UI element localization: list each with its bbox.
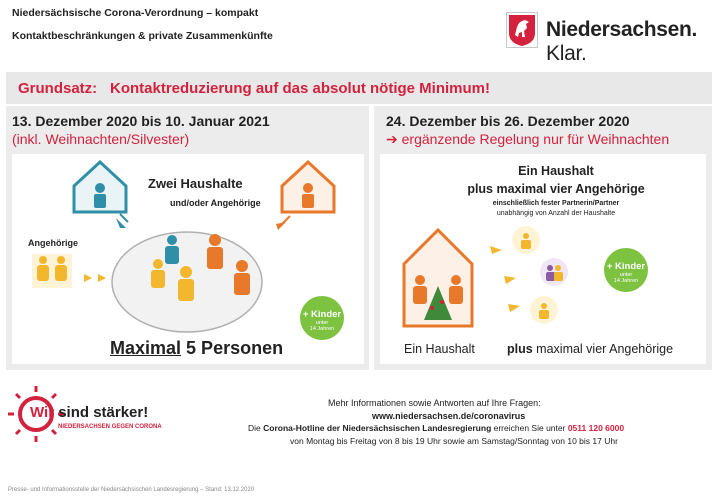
logo-wordmark: Niedersachsen. Klar. xyxy=(546,18,718,66)
hotline-phone[interactable]: 0511 120 6000 xyxy=(567,423,625,433)
max-persons-label: Maximal 5 Personen xyxy=(110,338,283,359)
slogan-rest: sind stärker! xyxy=(54,404,149,421)
orange-house-icon xyxy=(280,159,336,214)
right-subtitle: ➔ ergänzende Regelung nur für Weihnachte… xyxy=(386,131,670,147)
left-title: 13. Dezember 2020 bis 10. Januar 2021 xyxy=(12,113,270,129)
info-intro: Mehr Informationen sowie Antworten auf I… xyxy=(328,398,541,408)
max-rest: 5 Personen xyxy=(181,338,284,358)
relatives-label: Angehörige xyxy=(28,238,79,248)
hotline-pre: Die xyxy=(248,423,264,433)
one-household-title: Ein Haushalt xyxy=(518,164,594,178)
campaign-subline: NIEDERSACHSEN GEGEN CORONA xyxy=(58,424,162,430)
plus-four-title: plus maximal vier Angehörige xyxy=(467,182,645,196)
info-url-link[interactable]: www.niedersachsen.de/coronavirus xyxy=(372,411,526,421)
relatives-icon xyxy=(32,254,106,288)
campaign-slogan: Wir sind stärker! xyxy=(30,404,148,421)
plus-bold: plus xyxy=(507,342,533,356)
relative-circles-icon xyxy=(490,226,568,324)
kids-plus: + Kinder xyxy=(606,261,646,272)
hotline-text: Die Corona-Hotline der Niedersächsischen… xyxy=(248,423,624,433)
kids-unter: unter xyxy=(315,320,329,326)
kids-plus: + Kinder xyxy=(302,309,342,320)
kids-jahre: 14 Jahren xyxy=(309,326,335,332)
plus-max-caption: plus maximal vier Angehörige xyxy=(507,342,673,356)
right-title: 24. Dezember bis 26. Dezember 2020 xyxy=(386,113,630,129)
including-partner-note: einschließlich fester Partnerin/Partner xyxy=(492,200,620,207)
max-underlined: Maximal xyxy=(110,338,182,358)
two-households-label: Zwei Haushalte xyxy=(148,176,243,191)
hotline-hours: von Montag bis Freitag von 8 bis 19 Uhr … xyxy=(290,436,618,446)
left-illustration xyxy=(32,159,336,333)
press-credit: Presse- und Informationsstelle der Niede… xyxy=(8,487,255,493)
hotline-mid: erreichen Sie unter xyxy=(491,423,568,433)
people-icons xyxy=(151,234,250,301)
kids-badge-right: + Kinder unter 14 Jahren xyxy=(604,248,648,292)
logo-sub: Klar. xyxy=(546,42,587,65)
hotline-name: Corona-Hotline der Niedersächsischen Lan… xyxy=(263,423,492,433)
house-with-tree-icon xyxy=(402,227,474,328)
grundsatz-text: Kontaktreduzierung auf das absolut nötig… xyxy=(110,80,491,97)
and-or-relatives-label: und/oder Angehörige xyxy=(170,198,261,208)
logo-main: Niedersachsen. xyxy=(546,18,698,41)
left-subtitle: (inkl. Weihnachten/Silvester) xyxy=(12,131,190,147)
kids-badge-left: + Kinder unter 14 Jahren xyxy=(300,296,344,340)
header-title: Niedersächsische Corona-Verordnung – kom… xyxy=(12,7,259,19)
virus-logo-icon xyxy=(8,386,64,442)
kids-unter: unter xyxy=(619,272,633,278)
blue-house-icon xyxy=(72,159,128,214)
right-illustration xyxy=(402,226,568,328)
household-caption: Ein Haushalt xyxy=(404,342,475,356)
grundsatz-band xyxy=(6,72,712,104)
plus-rest: maximal vier Angehörige xyxy=(532,342,674,356)
header-subtitle: Kontaktbeschränkungen & private Zusammen… xyxy=(12,30,273,42)
independent-note: unabhängig von Anzahl der Haushalte xyxy=(496,210,616,217)
arrow-icons xyxy=(116,213,291,230)
kids-jahre: 14 Jahren xyxy=(613,278,639,284)
grundsatz-label: Grundsatz: xyxy=(18,80,98,97)
horse-logo-icon xyxy=(506,12,538,48)
slogan-wir: Wir xyxy=(30,404,55,421)
panel-divider xyxy=(370,106,373,370)
